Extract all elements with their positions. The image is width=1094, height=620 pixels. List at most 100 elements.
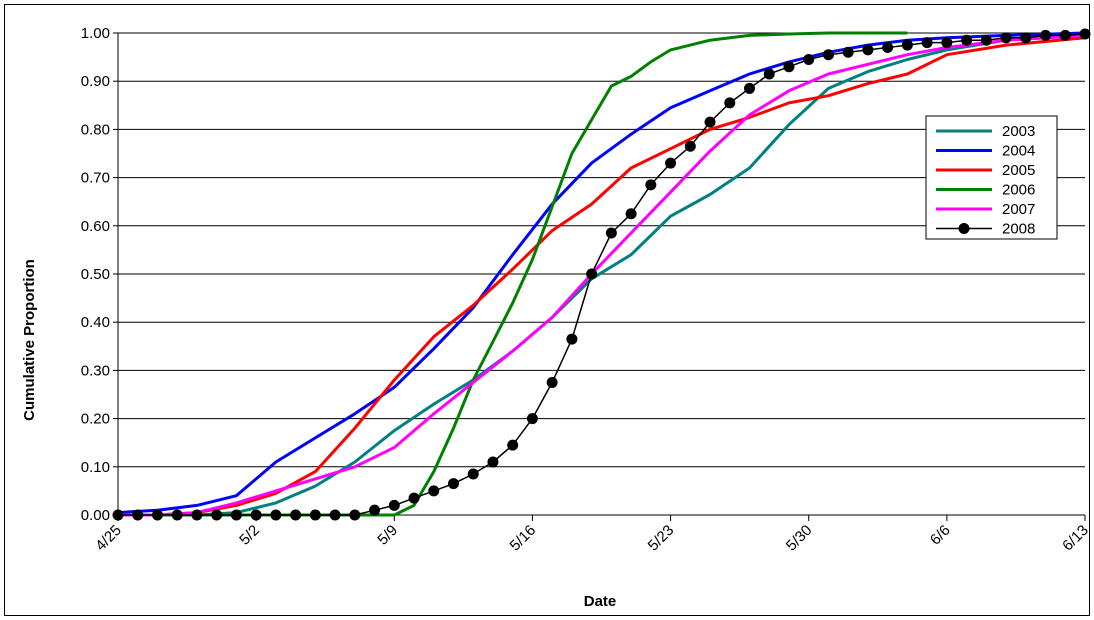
series-line-2004 <box>117 31 1086 515</box>
gridlines <box>118 32 1085 468</box>
legend-item-2007: 2007 <box>936 201 1035 218</box>
data-point <box>250 509 262 521</box>
data-point <box>329 509 341 521</box>
data-point <box>1079 28 1091 40</box>
data-point <box>546 376 558 388</box>
legend-label: 2003 <box>1002 123 1035 140</box>
series-2004 <box>117 31 1086 515</box>
data-point <box>842 46 854 58</box>
data-point <box>290 509 302 521</box>
x-tick-label: 5/2 <box>236 522 263 549</box>
legend-label: 2005 <box>1002 162 1035 179</box>
y-tick-label: 0.20 <box>81 411 110 428</box>
y-tick-label: 0.80 <box>81 121 110 138</box>
data-point <box>763 68 775 80</box>
data-point <box>388 499 400 511</box>
data-point <box>1059 29 1071 41</box>
series-lines <box>112 28 1091 521</box>
series-2003 <box>118 33 1086 517</box>
x-tick-label: 5/16 <box>507 522 540 555</box>
x-tick-label: 5/23 <box>645 522 678 555</box>
x-tick-label: 6/6 <box>927 522 954 549</box>
data-point <box>112 509 124 521</box>
data-point <box>665 157 677 169</box>
data-point <box>132 509 144 521</box>
data-point <box>901 39 913 51</box>
data-point <box>211 509 223 521</box>
legend-item-2003: 2003 <box>936 123 1035 140</box>
data-point <box>349 509 361 521</box>
y-tick-label: 0.40 <box>81 314 110 331</box>
data-point <box>961 34 973 46</box>
y-tick-label: 0.90 <box>81 73 110 90</box>
x-tick-label: 6/13 <box>1059 522 1092 555</box>
y-tick-label: 0.50 <box>81 266 110 283</box>
data-point <box>605 227 617 239</box>
series-line-2005 <box>118 36 1086 517</box>
data-point <box>566 333 578 345</box>
data-point <box>467 468 479 480</box>
data-point <box>487 456 499 468</box>
data-point <box>980 34 992 46</box>
legend-label: 2007 <box>1002 201 1035 218</box>
data-point <box>428 485 440 497</box>
y-axis-title: Cumulative Proportion <box>21 259 38 421</box>
data-point <box>151 509 163 521</box>
data-point <box>783 61 795 73</box>
x-axis-title: Date <box>584 593 617 610</box>
data-point <box>645 179 657 191</box>
x-tick-label: 4/25 <box>92 522 125 555</box>
x-tick-label: 5/9 <box>374 522 401 549</box>
data-point <box>408 492 420 504</box>
data-point <box>1040 29 1052 41</box>
y-tick-label: 0.70 <box>81 170 110 187</box>
data-point <box>191 509 203 521</box>
data-point <box>369 504 381 516</box>
x-tick-label: 5/30 <box>783 522 816 555</box>
legend-box <box>925 115 1058 240</box>
data-point <box>309 509 321 521</box>
series-line-2006 <box>118 31 908 517</box>
series-line-2007 <box>118 33 1086 517</box>
data-point <box>941 37 953 49</box>
data-point <box>1020 32 1032 44</box>
data-point <box>586 268 598 280</box>
legend: 2003 2004 2005 2006 2007 2008 <box>925 115 1058 240</box>
data-point <box>625 208 637 220</box>
data-point <box>447 478 459 490</box>
y-tick-label: 0.60 <box>81 218 110 235</box>
data-point <box>270 509 282 521</box>
legend-label: 2004 <box>1002 143 1035 160</box>
legend-label: 2006 <box>1002 182 1035 199</box>
data-point <box>1000 32 1012 44</box>
legend-item-2006: 2006 <box>936 182 1035 199</box>
series-2007 <box>118 33 1086 517</box>
data-point <box>526 413 538 425</box>
data-point <box>507 439 519 451</box>
data-point <box>803 54 815 66</box>
data-point <box>684 140 696 152</box>
series-2006 <box>118 31 908 517</box>
data-point <box>724 97 736 109</box>
data-point <box>882 41 894 53</box>
series-2005 <box>118 36 1086 517</box>
series-2008 <box>112 28 1091 521</box>
y-tick-label: 1.00 <box>81 25 110 42</box>
data-point <box>744 82 756 94</box>
y-tick-label: 0.10 <box>81 459 110 476</box>
legend-item-2004: 2004 <box>936 143 1035 160</box>
data-point <box>822 49 834 61</box>
y-tick-label: 0.00 <box>81 507 110 524</box>
data-point <box>862 44 874 56</box>
data-point <box>230 509 242 521</box>
data-point <box>921 37 933 49</box>
legend-label: 2008 <box>1002 221 1035 238</box>
y-tick-label: 0.30 <box>81 362 110 379</box>
legend-item-2008: 2008 <box>936 221 1035 238</box>
y-tick-labels: 0.00 0.10 0.20 0.30 0.40 0.50 0.60 0.70 0.80 0.90… <box>81 25 110 524</box>
legend-marker <box>958 223 970 234</box>
data-point <box>704 116 716 128</box>
series-line-2003 <box>118 33 1086 517</box>
legend-item-2005: 2005 <box>936 162 1035 179</box>
